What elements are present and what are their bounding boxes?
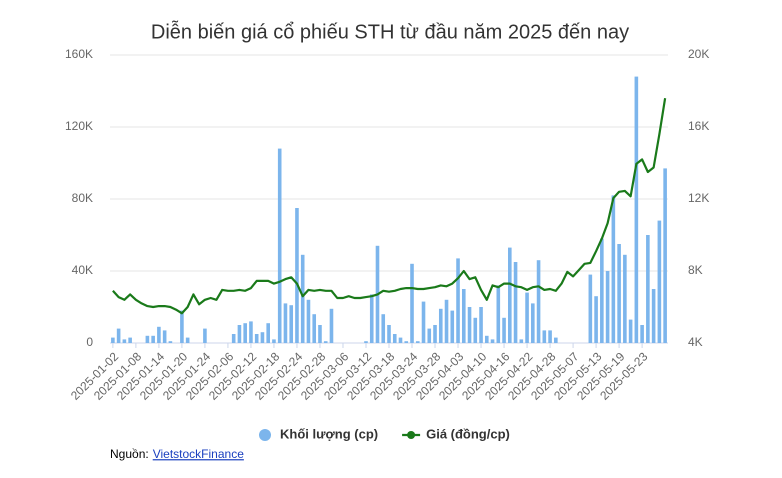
volume-bar	[433, 325, 437, 343]
volume-bar	[312, 314, 317, 343]
volume-bar	[588, 274, 593, 343]
volume-bar	[536, 260, 541, 343]
volume-bar	[387, 325, 391, 343]
volume-bar	[392, 334, 397, 343]
legend-item: Khối lượng (cp)	[259, 426, 378, 441]
volume-bar	[415, 341, 420, 343]
volume-bar	[490, 339, 495, 343]
volume-bar	[249, 321, 253, 343]
volume-bar	[623, 254, 627, 343]
volume-bar	[306, 299, 311, 343]
volume-bar	[180, 310, 184, 343]
volume-bar	[277, 148, 282, 343]
volume-bar	[410, 263, 414, 343]
volume-bar	[531, 303, 535, 343]
volume-bar	[473, 317, 478, 343]
volume-bar	[611, 195, 616, 343]
volume-bar	[237, 325, 242, 343]
y2-tick-label: 20K	[688, 47, 709, 61]
volume-bar	[381, 314, 386, 343]
y2-tick-label: 16K	[688, 119, 709, 133]
volume-bar	[185, 337, 190, 343]
volume-bar	[272, 339, 276, 343]
volume-bar	[116, 328, 121, 343]
y2-tick-label: 12K	[688, 191, 709, 205]
volume-bar	[502, 317, 506, 343]
volume-bar	[243, 323, 247, 343]
volume-bar	[554, 337, 558, 343]
volume-bar	[254, 334, 259, 343]
volume-bar	[266, 323, 270, 343]
legend-swatch	[259, 429, 271, 441]
volume-bar	[260, 332, 265, 343]
volume-bar	[427, 328, 432, 343]
volume-bar	[467, 307, 472, 343]
volume-bar	[323, 341, 328, 343]
source-link[interactable]: VietstockFinance	[153, 447, 244, 461]
volume-bar	[542, 330, 547, 343]
y-tick-label: 160K	[65, 47, 93, 61]
volume-bar	[318, 325, 322, 343]
volume-bar	[231, 334, 236, 343]
volume-bar	[369, 294, 374, 343]
volume-bar	[329, 308, 334, 343]
volume-bar	[496, 285, 501, 343]
volume-bar	[617, 244, 621, 343]
price-line	[112, 98, 667, 315]
volume-bar	[404, 341, 409, 343]
y2-tick-label: 8K	[688, 263, 703, 277]
volume-bar	[605, 271, 610, 343]
volume-bar	[600, 238, 604, 343]
volume-bar	[663, 168, 667, 343]
volume-bar	[548, 330, 552, 343]
volume-bar	[289, 305, 294, 343]
legend-item: Giá (đồng/cp)	[402, 426, 510, 441]
legend-label: Khối lượng (cp)	[280, 426, 378, 441]
legend-swatch-dot	[407, 431, 416, 439]
volume-bar	[519, 339, 524, 343]
volume-bar	[151, 335, 155, 343]
volume-bar	[628, 319, 633, 343]
volume-bar	[651, 289, 656, 343]
volume-bar	[168, 341, 173, 343]
volume-bar	[438, 308, 443, 343]
volume-bar	[128, 337, 132, 343]
volume-bar	[450, 310, 455, 343]
volume-bar	[122, 339, 127, 343]
y-tick-label: 0	[86, 335, 93, 349]
volume-bar	[203, 328, 207, 343]
volume-bar	[295, 208, 299, 343]
volume-bar	[456, 258, 460, 343]
y-tick-label: 120K	[65, 119, 93, 133]
y2-tick-label: 4K	[688, 335, 703, 349]
source-label: Nguồn:	[110, 447, 149, 461]
volume-bar	[398, 337, 403, 343]
legend-label: Giá (đồng/cp)	[426, 426, 510, 441]
volume-bar	[525, 292, 529, 343]
volume-bar	[594, 296, 598, 343]
volume-bar	[283, 303, 288, 343]
chart-title: Diễn biến giá cổ phiếu STH từ đầu năm 20…	[151, 20, 629, 43]
volume-bar	[145, 335, 150, 343]
volume-bar	[421, 301, 426, 343]
volume-bar	[484, 335, 489, 343]
y-tick-label: 80K	[72, 191, 93, 205]
volume-bar	[646, 235, 650, 343]
volume-bar	[157, 326, 161, 343]
volume-bar	[162, 330, 167, 343]
volume-bar	[657, 220, 662, 343]
volume-bar	[634, 76, 639, 343]
y-tick-label: 40K	[72, 263, 93, 277]
volume-bar	[364, 341, 368, 343]
volume-bar	[479, 307, 483, 343]
volume-bar	[640, 325, 644, 343]
volume-bar	[508, 247, 512, 343]
volume-bar	[300, 254, 305, 343]
volume-bar	[111, 337, 115, 343]
volume-bar	[461, 289, 466, 343]
volume-bar	[444, 299, 449, 343]
volume-bar	[513, 262, 518, 343]
